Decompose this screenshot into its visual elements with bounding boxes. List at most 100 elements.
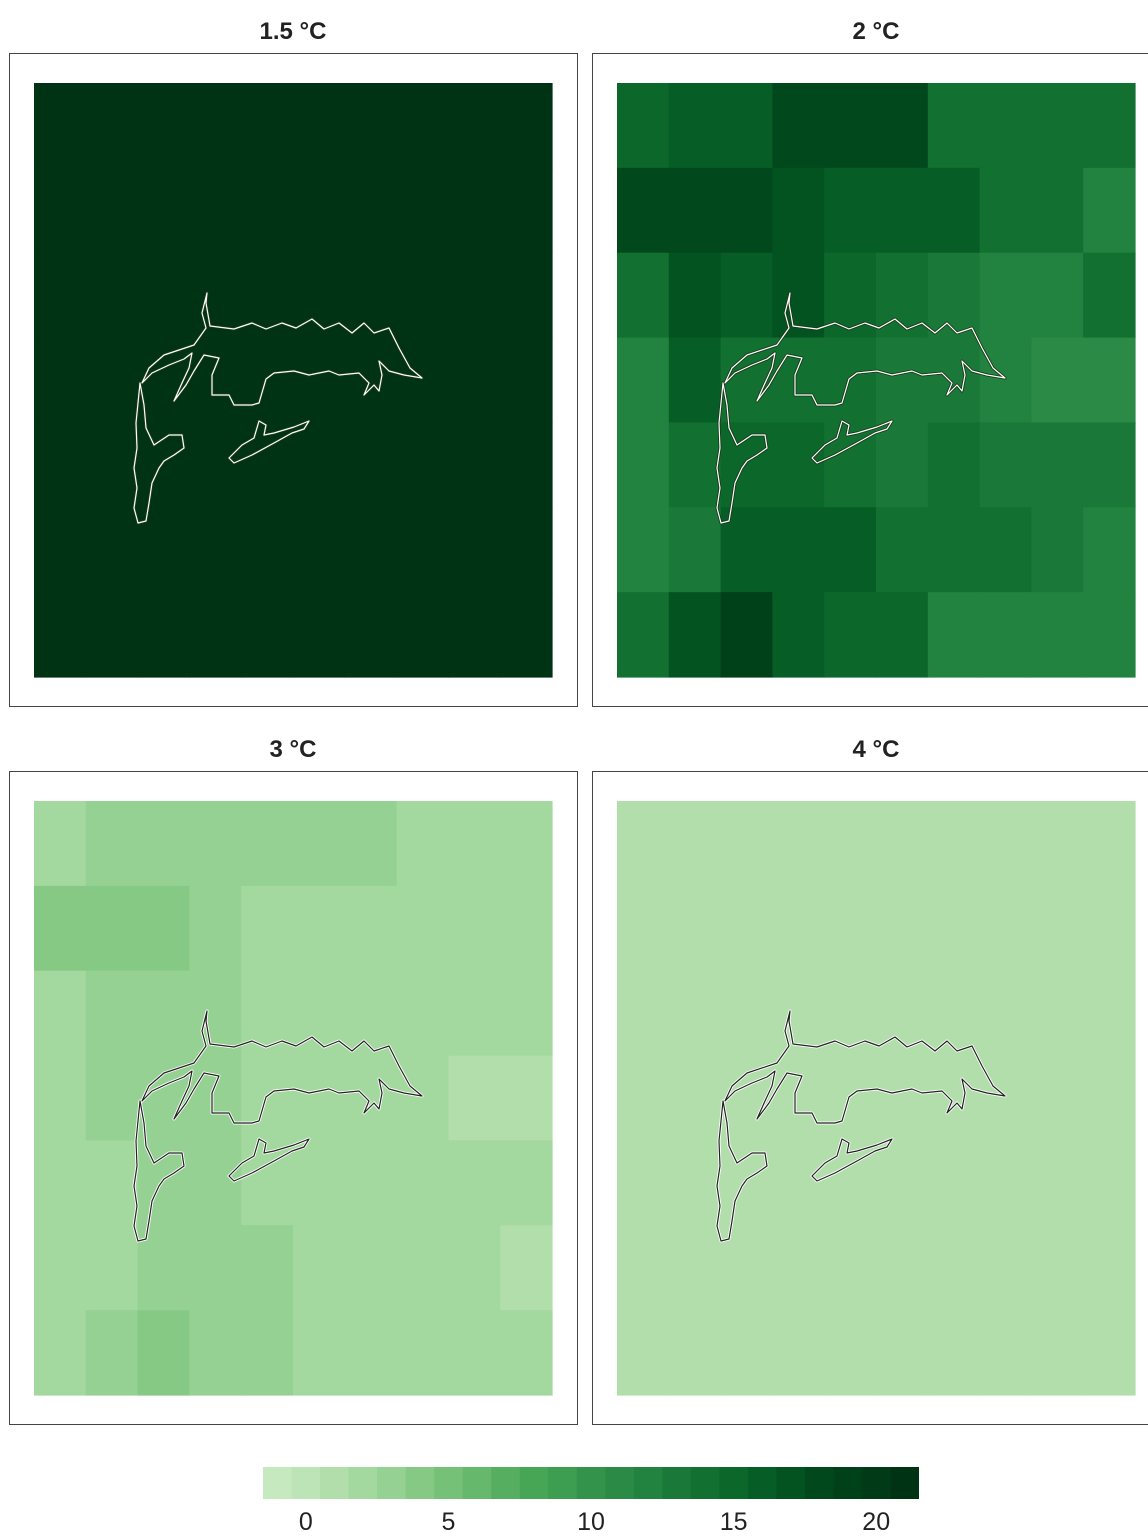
heatmap-cell	[293, 83, 346, 169]
heatmap-cell	[772, 422, 825, 508]
heatmap-cell	[617, 1310, 670, 1396]
heatmap-cell	[876, 507, 929, 593]
heatmap-cell	[344, 83, 398, 169]
colorbar-tick-4: 20	[862, 1508, 891, 1536]
region-outline	[133, 382, 185, 524]
heatmap-cell	[344, 507, 398, 593]
heatmap-cell	[448, 592, 501, 678]
heatmap-cell	[1083, 507, 1136, 593]
heatmap-cell	[34, 83, 87, 169]
colorbar-bin	[263, 1467, 293, 1499]
heatmap-cell	[979, 337, 1032, 424]
colorbar-bin	[804, 1467, 834, 1499]
heatmap-cell	[772, 252, 825, 339]
heatmap-cell	[344, 885, 398, 972]
panel-4	[592, 771, 1148, 1425]
colorbar-bin	[605, 1467, 635, 1499]
heatmap-cell	[396, 83, 449, 169]
heatmap-cell	[927, 1140, 981, 1226]
heatmap-cell	[617, 970, 670, 1057]
heatmap-cell	[617, 801, 670, 887]
heatmap-cell	[500, 1310, 553, 1396]
heatmap-cell	[927, 252, 981, 339]
colorbar-tick-0: 0	[298, 1508, 313, 1536]
heatmap-cell	[1031, 337, 1084, 424]
heatmap-cell	[344, 801, 398, 887]
heatmap-cell	[1031, 885, 1084, 972]
colorbar-bin	[719, 1467, 749, 1499]
heatmap-cell	[979, 1055, 1032, 1142]
heatmap-cell	[500, 1225, 553, 1311]
heatmap-cell	[448, 801, 501, 887]
heatmap-cell	[34, 1310, 87, 1396]
heatmap-cell	[824, 801, 877, 887]
heatmap-cell	[668, 1140, 722, 1226]
heatmap-cell	[720, 970, 773, 1057]
heatmap-cell	[189, 507, 242, 593]
colorbar-bin	[291, 1467, 321, 1499]
heatmap-cell	[344, 422, 398, 508]
heatmap-cell	[979, 801, 1032, 887]
heatmap-cell	[500, 167, 553, 254]
region-outline	[133, 1100, 185, 1242]
heatmap-cell	[876, 1225, 929, 1311]
heatmap-cell	[876, 592, 929, 678]
heatmap-cell	[344, 1310, 398, 1396]
heatmap-cell	[344, 1225, 398, 1311]
heatmap-cell	[85, 1225, 139, 1311]
heatmap-cell	[85, 1140, 139, 1226]
heatmap-cell	[85, 422, 139, 508]
heatmap-cell	[448, 1225, 501, 1311]
heatmap-cell	[500, 1055, 553, 1142]
heatmap-cell	[772, 885, 825, 972]
region-outline	[716, 382, 768, 524]
heatmap-cell	[293, 1310, 346, 1396]
heatmap-cell	[876, 83, 929, 169]
heatmap-cell	[668, 1225, 722, 1311]
heatmap-cell	[876, 1140, 929, 1226]
colorbar-bin	[576, 1467, 606, 1499]
heatmap-cell	[293, 885, 346, 972]
panel-3	[9, 771, 578, 1425]
heatmap-cell	[344, 252, 398, 339]
heatmap-cell	[137, 252, 190, 339]
heatmap-cell	[34, 337, 87, 424]
heatmap-cell	[34, 422, 87, 508]
heatmap-cell	[824, 507, 877, 593]
heatmap-cell	[876, 1310, 929, 1396]
heatmap-cell	[617, 507, 670, 593]
heatmap-cell	[396, 1140, 449, 1226]
heatmap-cell	[927, 507, 981, 593]
heatmap-cell	[1031, 252, 1084, 339]
heatmap-cell	[876, 422, 929, 508]
colorbar-tick-2: 10	[577, 1508, 605, 1536]
region-outline	[228, 420, 310, 464]
heatmap-cell	[1083, 885, 1136, 972]
heatmap-cell	[137, 167, 190, 254]
heatmap-cell	[448, 167, 501, 254]
heatmap-cell	[772, 507, 825, 593]
heatmap-cell	[772, 801, 825, 887]
heatmap-cell	[617, 885, 670, 972]
colorbar-bin	[434, 1467, 464, 1499]
heatmap-cell	[1083, 83, 1136, 169]
heatmap-cell	[34, 1140, 87, 1226]
heatmap-cell	[927, 885, 981, 972]
heatmap-cell	[979, 507, 1032, 593]
heatmap-cell	[1083, 592, 1136, 678]
region-outline	[724, 1010, 1006, 1124]
heatmap-cell	[34, 1055, 87, 1142]
heatmap-cell	[500, 885, 553, 972]
heatmap-cell	[241, 885, 294, 972]
region-outline	[811, 420, 893, 464]
heatmap-cell	[293, 337, 346, 424]
heatmap-cell	[34, 167, 87, 254]
heatmap-cell	[293, 801, 346, 887]
heatmap-4	[617, 801, 1136, 1396]
heatmap-cell	[85, 507, 139, 593]
heatmap-cell	[824, 592, 877, 678]
heatmap-cell	[927, 422, 981, 508]
colorbar-bin	[377, 1467, 407, 1499]
heatmap-cell	[241, 167, 294, 254]
heatmap-cell	[824, 1225, 877, 1311]
